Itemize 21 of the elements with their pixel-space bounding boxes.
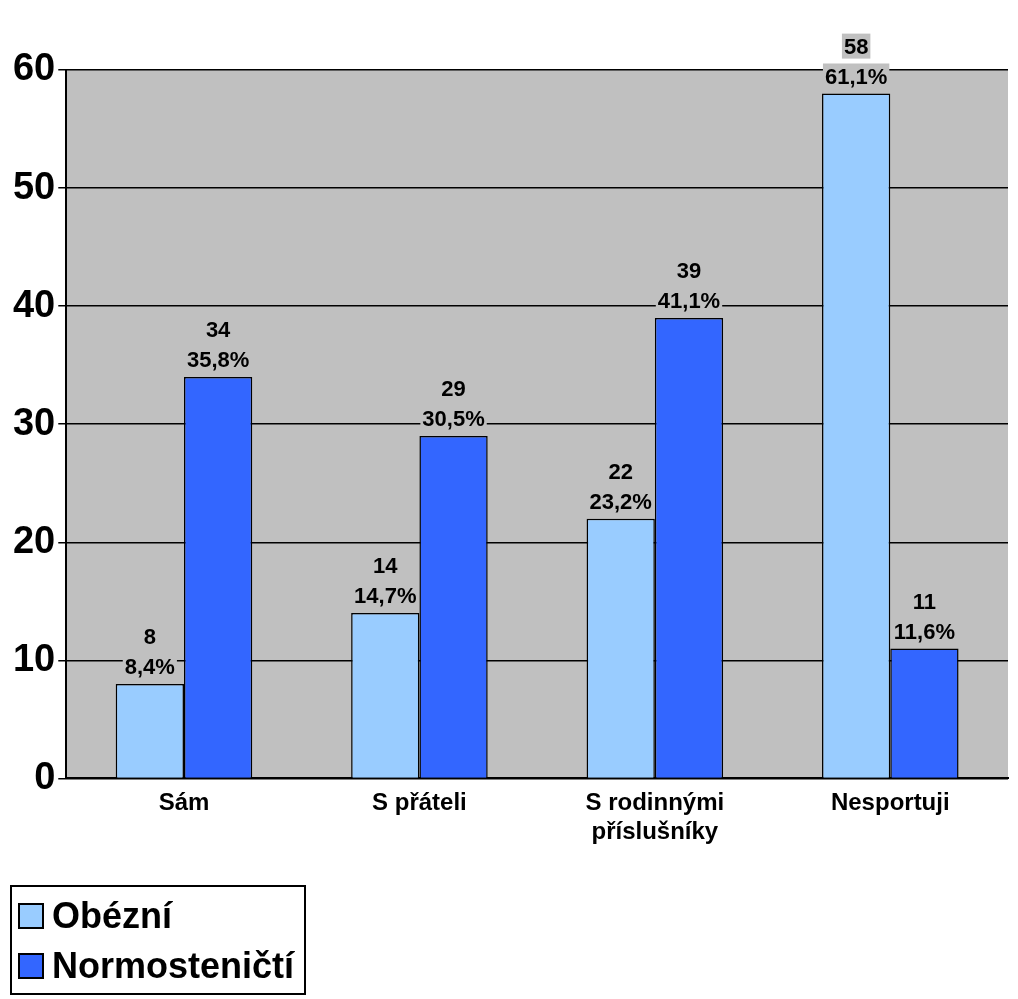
x-tick-label: S rodinnými příslušníky [585, 788, 725, 845]
y-tick-label: 20 [12, 518, 56, 561]
data-label: 11 11,6% [893, 588, 956, 644]
x-tick-label: S přáteli [372, 788, 467, 816]
x-tick-label: Sám [158, 788, 210, 816]
legend-label: Obézní [51, 894, 174, 938]
data-label: 58 61,1% [824, 33, 888, 89]
y-tick-label: 40 [12, 282, 56, 325]
y-tick-label: 0 [34, 754, 56, 797]
data-label: 22 23,2% [589, 458, 652, 514]
y-tick-label: 50 [12, 164, 56, 207]
y-tick-label: 60 [12, 46, 56, 89]
legend-label: Normosteničtí [51, 944, 295, 988]
data-label: 34 35,8% [186, 316, 250, 372]
data-label: 39 41,1% [657, 257, 721, 313]
y-tick-label: 30 [12, 400, 56, 443]
y-tick-label: 10 [12, 636, 56, 679]
data-label: 14 14,7% [354, 553, 417, 609]
data-label: 8 8,4% [124, 623, 175, 679]
data-label: 29 30,5% [422, 376, 485, 432]
x-tick-label: Nesportuji [830, 788, 950, 816]
